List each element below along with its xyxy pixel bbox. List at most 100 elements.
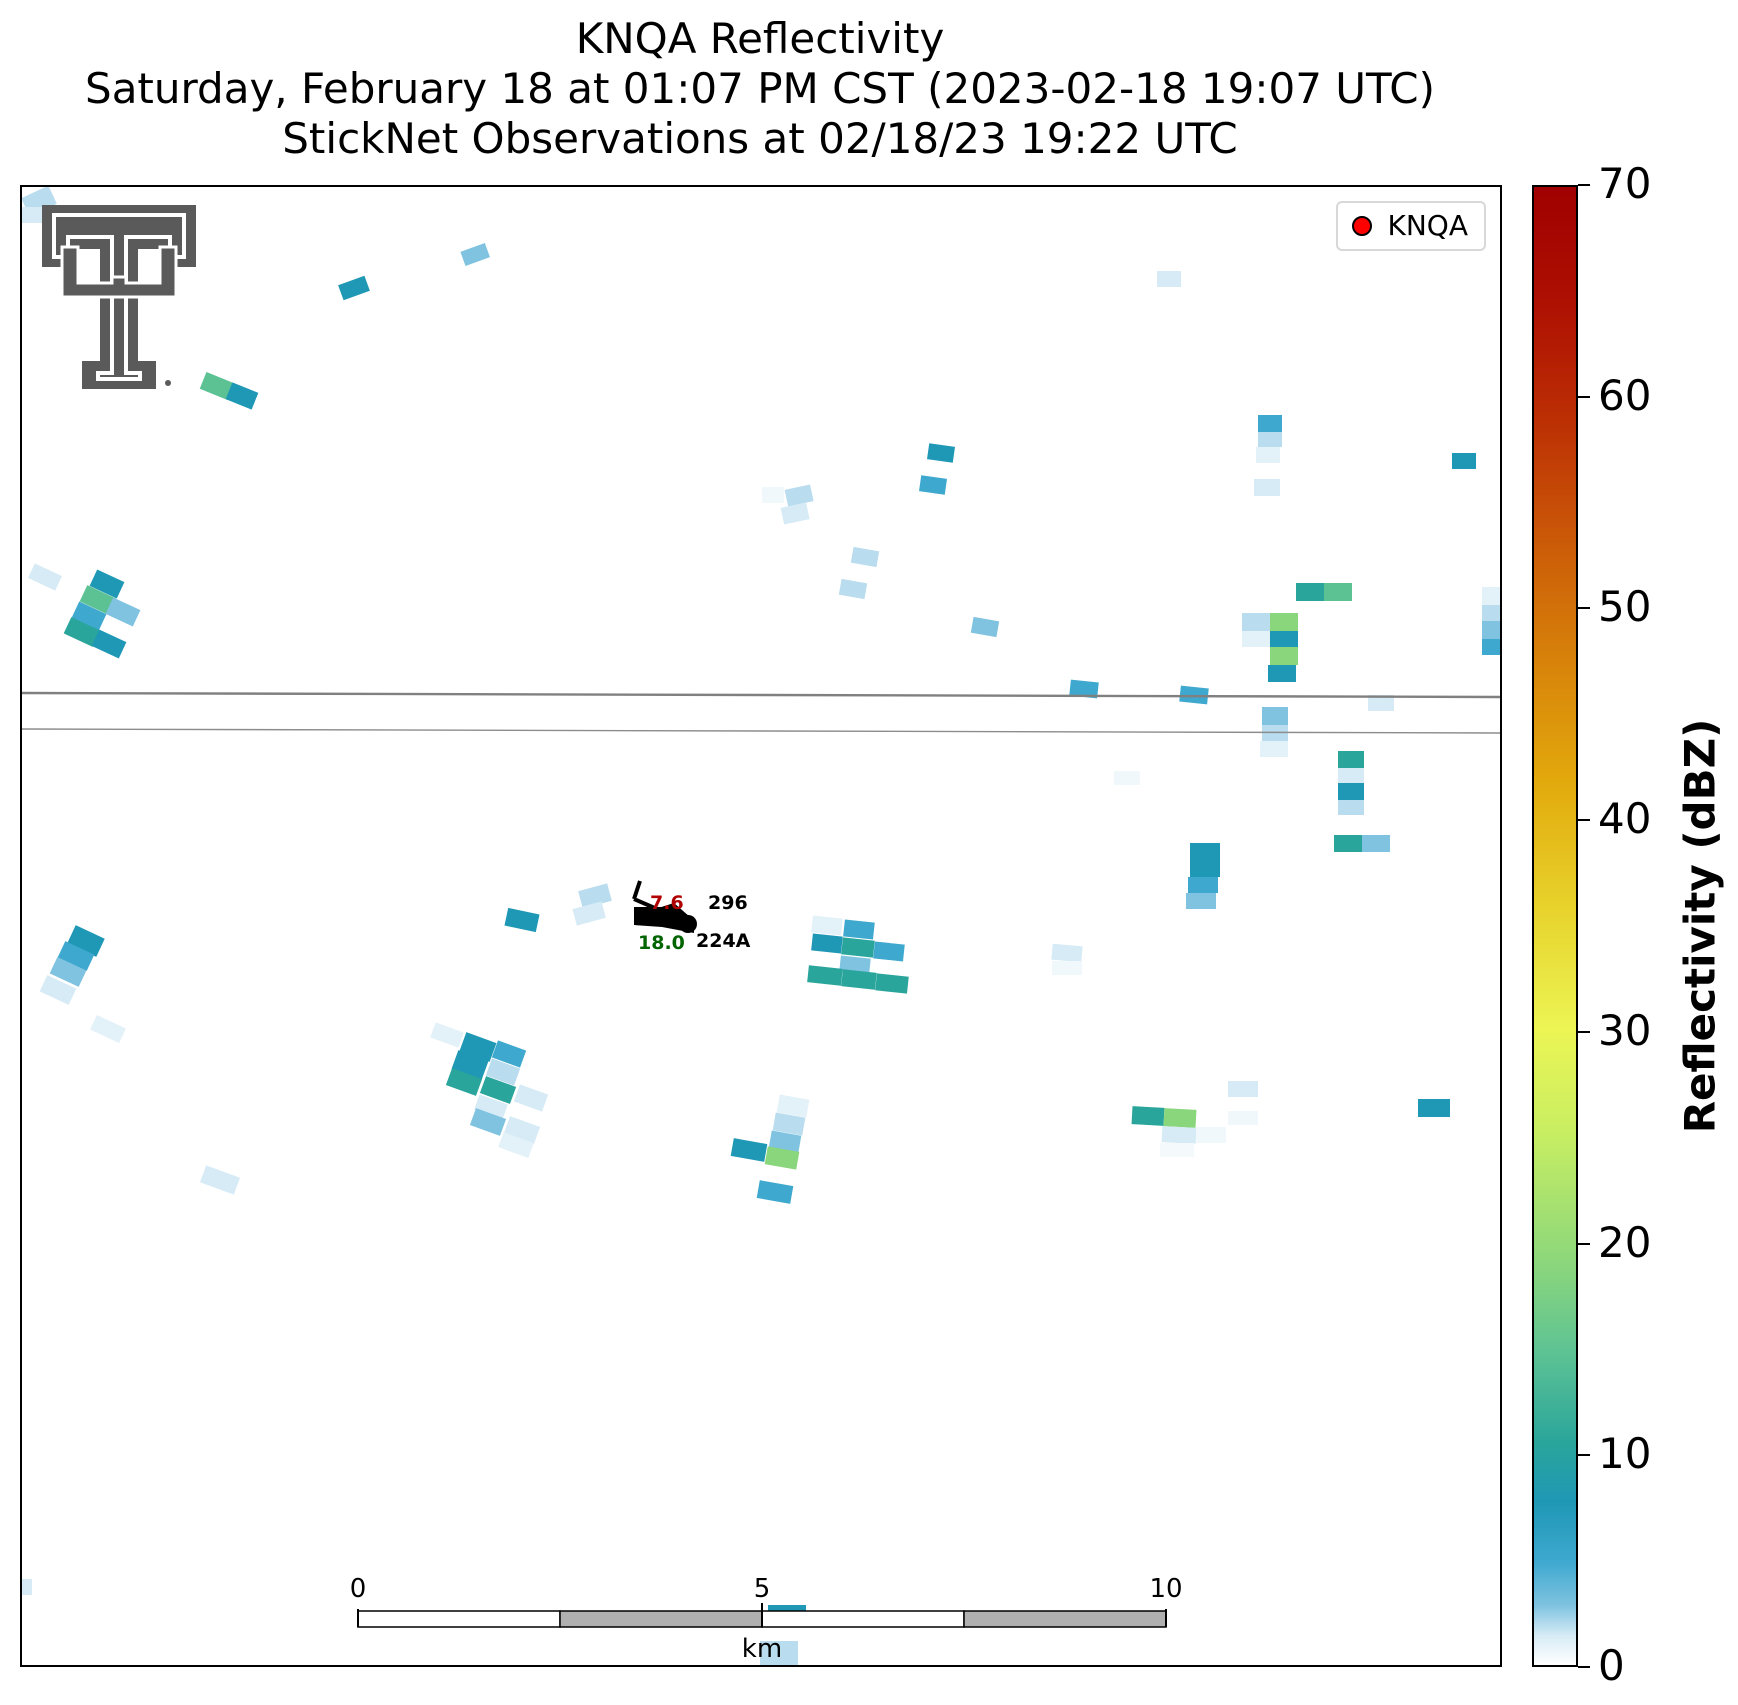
title-line-3: StickNet Observations at 02/18/23 19:22 …: [282, 114, 1238, 163]
echo-bin: [491, 1040, 527, 1068]
echo-bin: [28, 563, 62, 591]
echo-bin: [784, 484, 814, 507]
colorbar-tick-label: 20: [1598, 1217, 1652, 1267]
echo-bin: [807, 965, 843, 986]
echo-bin: [1338, 768, 1364, 783]
echo-bin: [39, 975, 77, 1005]
colorbar-tick-mark: [1578, 819, 1590, 822]
echo-bin: [1131, 1106, 1165, 1126]
echo-bin: [1482, 587, 1500, 605]
echo-bin: [460, 242, 490, 266]
colorbar-tick-mark: [1578, 1242, 1590, 1245]
echo-bin: [768, 1130, 802, 1154]
echo-bin: [1052, 961, 1082, 975]
echo-bin: [1157, 271, 1181, 287]
station-dewpoint: 18.0: [638, 932, 685, 954]
echo-bin: [498, 1132, 534, 1158]
echo-bin: [1258, 432, 1282, 447]
echo-bin: [841, 969, 877, 990]
echo-bin: [67, 925, 105, 957]
echo-bin: [1196, 1127, 1226, 1143]
reflectivity-echoes: [22, 187, 1500, 1665]
echo-bin: [503, 1116, 541, 1144]
station-id: 224A: [696, 930, 751, 952]
echo-bin: [756, 1180, 794, 1204]
scale-bar: 0 5 10 km: [350, 1574, 1183, 1664]
echo-bin: [90, 1014, 126, 1044]
double-t-logo-icon: [42, 205, 196, 389]
echo-bin: [572, 901, 606, 926]
echo-bin: [1362, 835, 1390, 852]
scale-tick-5: 5: [754, 1574, 771, 1604]
radar-site-marker-icon: [1351, 216, 1372, 236]
radar-map-canvas: 7.6 296 18.0 224A 0 5 10 km: [22, 187, 1500, 1665]
echo-bin: [1324, 583, 1352, 601]
echo-bin: [469, 1108, 507, 1136]
echo-bin: [1338, 800, 1364, 815]
colorbar-tick-label: 40: [1598, 794, 1652, 844]
echo-bin: [1260, 741, 1288, 757]
echo-bin: [776, 1094, 810, 1118]
echo-bin: [780, 502, 810, 525]
colorbar-tick-mark: [1578, 607, 1590, 610]
echo-bin: [105, 597, 141, 627]
echo-bin: [1160, 1143, 1194, 1157]
echo-bin: [1482, 639, 1500, 655]
echo-bin: [430, 1022, 464, 1048]
echo-bin: [873, 941, 905, 962]
echo-bin: [875, 973, 909, 994]
legend-label: KNQA: [1387, 209, 1469, 242]
echo-bin: [445, 1068, 483, 1096]
map-legend: KNQA: [1335, 201, 1486, 251]
echo-bin: [838, 578, 868, 600]
echo-bin: [1228, 1081, 1258, 1097]
echo-bin: [1482, 605, 1500, 621]
colorbar-tick-label: 10: [1598, 1429, 1652, 1479]
echo-bin: [459, 1032, 497, 1062]
echo-bin: [1242, 631, 1270, 647]
echo-bin: [71, 601, 107, 631]
echo-bin: [970, 616, 1000, 638]
echo-bin: [850, 546, 880, 568]
echo-bin: [79, 585, 117, 615]
echo-bin: [1338, 751, 1364, 768]
echo-bin: [927, 443, 955, 463]
echo-bin: [843, 919, 875, 940]
reflectivity-colorbar: [1532, 185, 1578, 1667]
wind-barb-icon: [632, 880, 697, 933]
echo-bin: [504, 907, 540, 933]
scale-tick-10: 10: [1149, 1574, 1182, 1604]
radar-map[interactable]: 7.6 296 18.0 224A 0 5 10 km KNQA: [20, 185, 1502, 1667]
echo-bin: [513, 1084, 549, 1112]
station-temperature: 7.6: [650, 892, 684, 914]
colorbar-tick-mark: [1578, 184, 1590, 186]
echo-bin: [1258, 415, 1282, 432]
colorbar-tick-mark: [1578, 1666, 1590, 1668]
echo-bin: [1368, 695, 1394, 711]
echo-bin: [57, 941, 95, 971]
scale-tick-0: 0: [350, 1574, 367, 1604]
echo-bin: [1161, 1126, 1197, 1144]
county-boundaries: [22, 691, 1500, 734]
colorbar-tick-label: 0: [1598, 1641, 1625, 1690]
echo-bin: [479, 1076, 517, 1104]
station-pressure: 296: [708, 892, 748, 914]
sticknet-station: 7.6 296 18.0 224A: [632, 880, 751, 954]
echo-bin: [338, 275, 370, 301]
echo-bin: [811, 933, 843, 954]
colorbar-tick-mark: [1578, 1454, 1590, 1457]
echo-bin: [1188, 877, 1218, 893]
echo-bin: [578, 883, 612, 909]
echo-bin: [22, 1579, 32, 1595]
colorbar-tick-label: 30: [1598, 1005, 1652, 1055]
colorbar-tick-label: 70: [1598, 159, 1652, 208]
echo-bin: [1482, 621, 1500, 639]
echo-bin: [1114, 771, 1140, 785]
colorbar-tick-label: 50: [1598, 582, 1652, 632]
echo-bin: [225, 382, 259, 410]
echo-bin: [1190, 843, 1220, 861]
echo-bin: [1270, 613, 1298, 631]
echo-bin: [811, 915, 843, 936]
echo-bin: [764, 1146, 800, 1170]
colorbar-tick-label: 60: [1598, 370, 1652, 420]
